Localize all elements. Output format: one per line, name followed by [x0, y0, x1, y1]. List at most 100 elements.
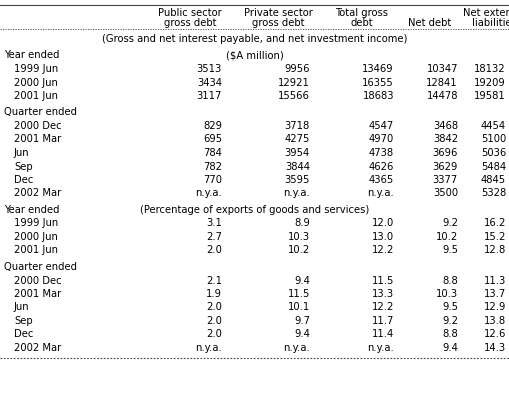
Text: 9.2: 9.2 — [442, 315, 458, 325]
Text: n.y.a.: n.y.a. — [367, 188, 394, 198]
Text: 9.2: 9.2 — [442, 218, 458, 228]
Text: 3377: 3377 — [433, 175, 458, 185]
Text: 13.8: 13.8 — [484, 315, 506, 325]
Text: 14478: 14478 — [427, 91, 458, 101]
Text: 13469: 13469 — [362, 64, 394, 74]
Text: 784: 784 — [203, 147, 222, 158]
Text: 1999 Jun: 1999 Jun — [14, 64, 58, 74]
Text: 9956: 9956 — [285, 64, 310, 74]
Text: 8.9: 8.9 — [294, 218, 310, 228]
Text: Dec: Dec — [14, 329, 34, 339]
Text: ($A million): ($A million) — [225, 50, 284, 60]
Text: 15566: 15566 — [278, 91, 310, 101]
Text: 829: 829 — [203, 121, 222, 131]
Text: 3434: 3434 — [197, 77, 222, 87]
Text: Jun: Jun — [14, 147, 30, 158]
Text: 770: 770 — [203, 175, 222, 185]
Text: 10.3: 10.3 — [436, 288, 458, 298]
Text: 4845: 4845 — [481, 175, 506, 185]
Text: 4365: 4365 — [369, 175, 394, 185]
Text: n.y.a.: n.y.a. — [195, 188, 222, 198]
Text: 2.0: 2.0 — [206, 245, 222, 255]
Text: 2001 Mar: 2001 Mar — [14, 288, 61, 298]
Text: 13.0: 13.0 — [372, 231, 394, 242]
Text: 18683: 18683 — [362, 91, 394, 101]
Text: 4626: 4626 — [369, 161, 394, 171]
Text: 2.0: 2.0 — [206, 329, 222, 339]
Text: 4547: 4547 — [369, 121, 394, 131]
Text: 3696: 3696 — [433, 147, 458, 158]
Text: 12.8: 12.8 — [484, 245, 506, 255]
Text: 18132: 18132 — [474, 64, 506, 74]
Text: 4738: 4738 — [369, 147, 394, 158]
Text: 3842: 3842 — [433, 134, 458, 144]
Text: debt: debt — [351, 18, 373, 28]
Text: 1999 Jun: 1999 Jun — [14, 218, 58, 228]
Text: 9.5: 9.5 — [442, 302, 458, 312]
Text: 10347: 10347 — [427, 64, 458, 74]
Text: 5100: 5100 — [480, 134, 506, 144]
Text: 3844: 3844 — [285, 161, 310, 171]
Text: 3954: 3954 — [285, 147, 310, 158]
Text: n.y.a.: n.y.a. — [367, 342, 394, 352]
Text: 2001 Jun: 2001 Jun — [14, 91, 58, 101]
Text: 5484: 5484 — [481, 161, 506, 171]
Text: 695: 695 — [203, 134, 222, 144]
Text: 5328: 5328 — [480, 188, 506, 198]
Text: Jun: Jun — [14, 302, 30, 312]
Text: Year ended: Year ended — [4, 204, 60, 214]
Text: 12.2: 12.2 — [372, 302, 394, 312]
Text: 14.3: 14.3 — [484, 342, 506, 352]
Text: 12.2: 12.2 — [372, 245, 394, 255]
Text: n.y.a.: n.y.a. — [283, 188, 310, 198]
Text: 2000 Dec: 2000 Dec — [14, 121, 62, 131]
Text: 2002 Mar: 2002 Mar — [14, 188, 61, 198]
Text: 3718: 3718 — [285, 121, 310, 131]
Text: 16355: 16355 — [362, 77, 394, 87]
Text: 11.7: 11.7 — [372, 315, 394, 325]
Text: 11.5: 11.5 — [372, 275, 394, 285]
Text: 782: 782 — [203, 161, 222, 171]
Text: 8.8: 8.8 — [442, 275, 458, 285]
Text: Quarter ended: Quarter ended — [4, 261, 77, 271]
Text: 2000 Dec: 2000 Dec — [14, 275, 62, 285]
Text: 2.7: 2.7 — [206, 231, 222, 242]
Text: 13.7: 13.7 — [484, 288, 506, 298]
Text: 2000 Jun: 2000 Jun — [14, 77, 58, 87]
Text: gross debt: gross debt — [164, 18, 216, 28]
Text: 5036: 5036 — [480, 147, 506, 158]
Text: Net debt: Net debt — [408, 18, 451, 28]
Text: Dec: Dec — [14, 175, 34, 185]
Text: Net external: Net external — [463, 8, 509, 18]
Text: 11.3: 11.3 — [484, 275, 506, 285]
Text: Public sector: Public sector — [158, 8, 222, 18]
Text: 2.0: 2.0 — [206, 315, 222, 325]
Text: n.y.a.: n.y.a. — [195, 342, 222, 352]
Text: 11.5: 11.5 — [288, 288, 310, 298]
Text: (Percentage of exports of goods and services): (Percentage of exports of goods and serv… — [140, 204, 369, 214]
Text: 4970: 4970 — [369, 134, 394, 144]
Text: 9.7: 9.7 — [294, 315, 310, 325]
Text: (Gross and net interest payable, and net investment income): (Gross and net interest payable, and net… — [102, 34, 407, 44]
Text: gross debt: gross debt — [252, 18, 304, 28]
Text: 12841: 12841 — [427, 77, 458, 87]
Text: Quarter ended: Quarter ended — [4, 107, 77, 117]
Text: 2.1: 2.1 — [206, 275, 222, 285]
Text: liabilities: liabilities — [471, 18, 509, 28]
Text: 9.4: 9.4 — [294, 275, 310, 285]
Text: 3513: 3513 — [197, 64, 222, 74]
Text: Year ended: Year ended — [4, 50, 60, 60]
Text: Total gross: Total gross — [335, 8, 388, 18]
Text: 2001 Jun: 2001 Jun — [14, 245, 58, 255]
Text: 11.4: 11.4 — [372, 329, 394, 339]
Text: 10.2: 10.2 — [436, 231, 458, 242]
Text: 19581: 19581 — [474, 91, 506, 101]
Text: 2.0: 2.0 — [206, 302, 222, 312]
Text: 10.2: 10.2 — [288, 245, 310, 255]
Text: 1.9: 1.9 — [206, 288, 222, 298]
Text: 3595: 3595 — [285, 175, 310, 185]
Text: 2002 Mar: 2002 Mar — [14, 342, 61, 352]
Text: 3117: 3117 — [196, 91, 222, 101]
Text: 15.2: 15.2 — [484, 231, 506, 242]
Text: 12921: 12921 — [278, 77, 310, 87]
